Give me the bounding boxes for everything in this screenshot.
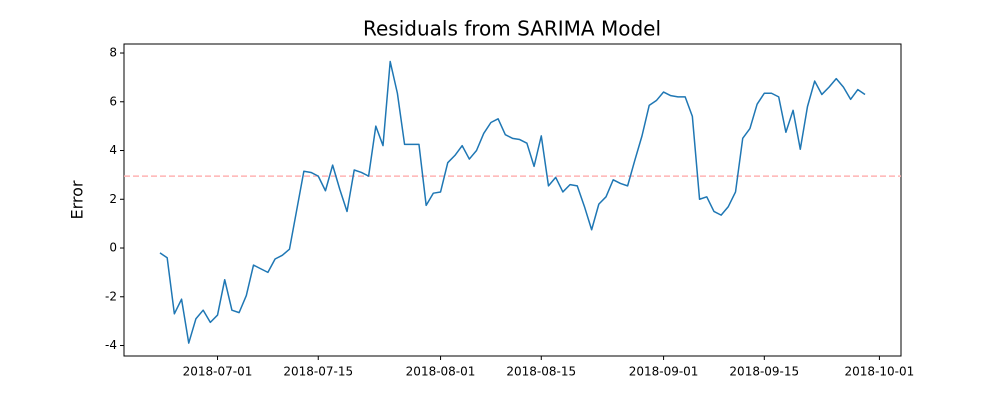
y-tick-label: 0 bbox=[109, 241, 117, 255]
y-axis-label: Error bbox=[68, 180, 87, 219]
x-tick-label: 2018-09-15 bbox=[729, 365, 799, 379]
x-tick-label: 2018-07-15 bbox=[283, 365, 353, 379]
x-tick-label: 2018-08-01 bbox=[406, 365, 476, 379]
series-line bbox=[159, 60, 866, 344]
x-tick-label: 2018-09-01 bbox=[629, 365, 699, 379]
y-tick-label: 6 bbox=[109, 94, 117, 108]
y-tick-label: -4 bbox=[105, 338, 117, 352]
y-tick-label: 8 bbox=[109, 46, 117, 60]
y-tick-label: -2 bbox=[105, 289, 117, 303]
y-tick-label: 4 bbox=[109, 143, 117, 157]
chart-title: Residuals from SARIMA Model bbox=[363, 17, 661, 41]
plot-frame bbox=[123, 43, 902, 357]
x-tick-label: 2018-07-01 bbox=[183, 365, 253, 379]
y-tick-label: 2 bbox=[109, 192, 117, 206]
x-tick-label: 2018-08-15 bbox=[506, 365, 576, 379]
x-tick-label: 2018-10-01 bbox=[845, 365, 915, 379]
